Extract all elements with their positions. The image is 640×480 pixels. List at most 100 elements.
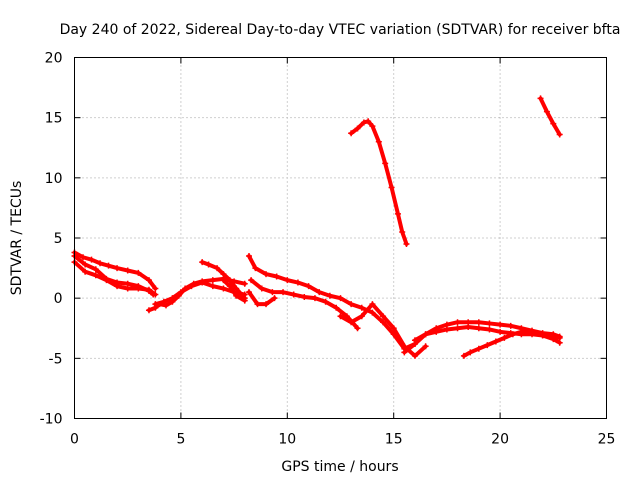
data-point <box>486 320 493 327</box>
data-point <box>556 131 563 138</box>
data-point <box>348 319 355 326</box>
data-point <box>301 293 308 300</box>
data-point <box>507 322 514 329</box>
data-point <box>205 261 212 268</box>
data-point <box>443 326 450 333</box>
x-tick-label: 25 <box>598 432 616 448</box>
data-point <box>454 325 461 332</box>
data-point <box>543 108 550 115</box>
x-tick-label: 5 <box>176 432 185 448</box>
data-point <box>284 277 291 284</box>
data-point <box>169 295 176 302</box>
data-point <box>422 331 429 338</box>
data-point <box>226 277 233 284</box>
data-point <box>433 328 440 335</box>
data-point <box>497 328 504 335</box>
data-point <box>103 277 110 284</box>
series-line <box>246 290 277 307</box>
data-point <box>365 118 372 125</box>
data-point <box>354 125 361 132</box>
data-point <box>390 325 397 332</box>
data-point <box>454 319 461 326</box>
data-point <box>97 260 104 267</box>
data-point <box>422 343 429 350</box>
data-point <box>290 291 297 298</box>
data-point <box>152 301 159 308</box>
grid <box>74 57 607 419</box>
data-point <box>369 123 376 130</box>
data-point <box>497 321 504 328</box>
data-point <box>188 283 195 290</box>
data-point <box>509 331 516 338</box>
data-point <box>550 120 557 127</box>
data-point <box>305 283 312 290</box>
series-line <box>246 254 417 351</box>
data-point <box>550 336 557 343</box>
data-point <box>145 307 152 314</box>
data-point <box>316 289 323 296</box>
data-point <box>394 210 401 217</box>
data-point <box>311 295 318 302</box>
y-tick-label: 5 <box>54 231 63 247</box>
data-point <box>501 334 508 341</box>
series-line <box>153 280 247 307</box>
data-point <box>401 349 408 356</box>
series-arc-j <box>245 289 278 308</box>
data-point <box>145 286 152 293</box>
data-point <box>467 349 474 356</box>
series-line <box>538 96 562 137</box>
data-point <box>271 295 278 302</box>
series-arc-a <box>71 249 159 292</box>
data-point <box>529 328 536 335</box>
series-arc-p <box>537 95 563 138</box>
axis-ticks: 0 5 10 15 20 25 -10 -5 0 5 10 15 20 <box>40 51 616 448</box>
data-point <box>484 342 491 349</box>
data-point <box>411 352 418 359</box>
series-arc-o <box>348 118 410 248</box>
data-point <box>88 256 95 263</box>
series-arc-g <box>220 277 248 304</box>
data-point <box>124 267 131 274</box>
data-point <box>537 95 544 102</box>
data-point <box>177 289 184 296</box>
data-point <box>245 289 252 296</box>
data-point <box>475 345 482 352</box>
data-point <box>92 266 99 273</box>
data-point <box>360 119 367 126</box>
data-point <box>152 291 159 298</box>
data-point <box>492 338 499 345</box>
data-point <box>135 285 142 292</box>
x-tick-label: 0 <box>70 432 79 448</box>
data-point <box>114 283 121 290</box>
data-point <box>337 295 344 302</box>
data-point <box>280 289 287 296</box>
data-point <box>82 268 89 275</box>
data-point <box>460 352 467 359</box>
x-axis-label: GPS time / hours <box>281 459 398 475</box>
data-point <box>348 130 355 137</box>
data-point <box>92 272 99 279</box>
data-point <box>254 301 261 308</box>
data-point <box>380 313 387 320</box>
data-point <box>399 228 406 235</box>
data-point <box>326 292 333 299</box>
data-point <box>160 298 167 305</box>
data-point <box>80 254 87 261</box>
data-point <box>337 313 344 320</box>
data-point <box>369 301 376 308</box>
data-point <box>233 285 240 292</box>
data-point <box>252 265 259 272</box>
data-series <box>71 95 563 359</box>
data-point <box>220 285 227 292</box>
data-point <box>220 277 227 284</box>
data-point <box>258 285 265 292</box>
data-point <box>333 304 340 311</box>
chart-title: Day 240 of 2022, Sidereal Day-to-day VTE… <box>60 22 621 38</box>
data-point <box>263 301 270 308</box>
x-tick-label: 20 <box>491 432 509 448</box>
series-arc-l <box>401 319 563 356</box>
data-point <box>354 325 361 332</box>
data-point <box>214 265 221 272</box>
data-point <box>199 259 206 266</box>
data-point <box>273 273 280 280</box>
